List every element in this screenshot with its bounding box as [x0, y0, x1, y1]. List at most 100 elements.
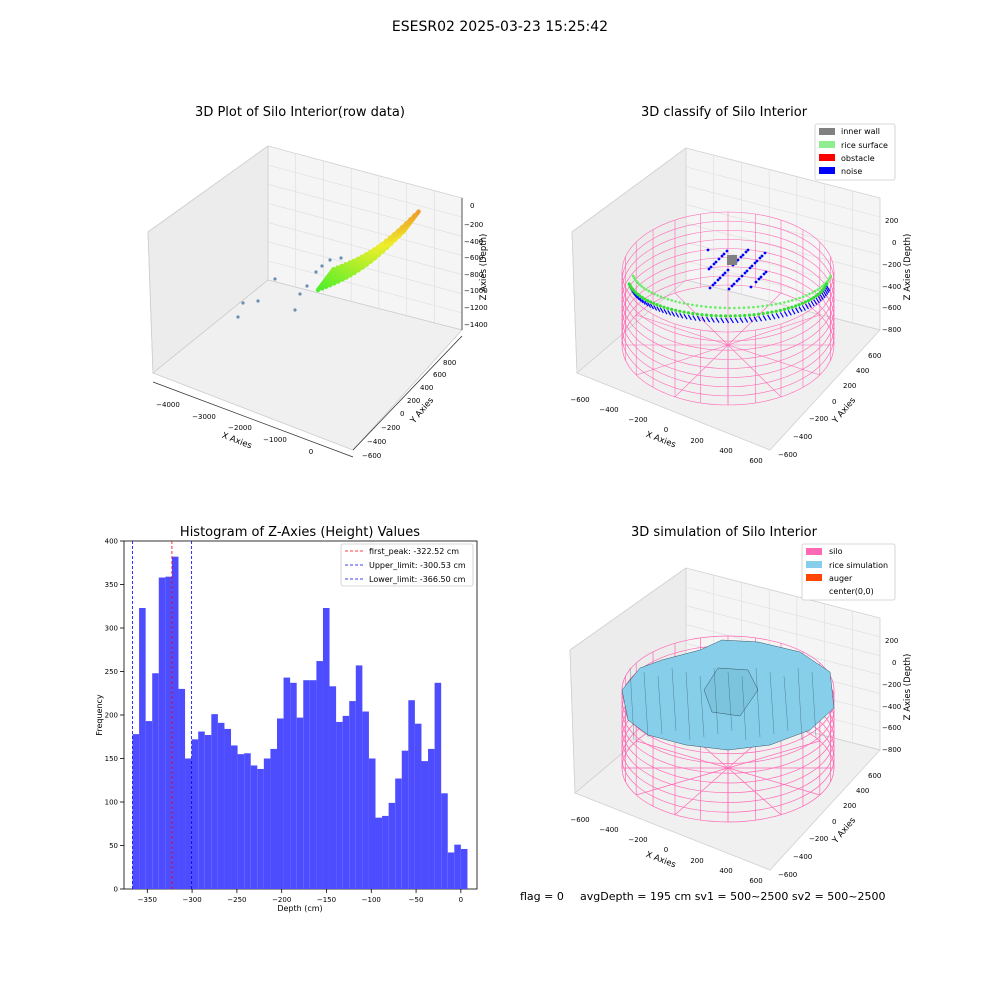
histogram-bar	[185, 758, 192, 889]
raw-surface-point	[351, 258, 357, 263]
rice-surface-point	[647, 289, 651, 293]
raw-x-tick-label: −4000	[156, 401, 180, 409]
noise-point	[760, 254, 764, 258]
rice-surface-point	[638, 294, 642, 298]
histogram-x-tick-label: −200	[272, 896, 291, 904]
noise-point	[633, 292, 638, 299]
histogram-x-axis: −350 −300 −250 −200 −150 −100 −50 0	[138, 889, 463, 904]
grid-line	[267, 183, 463, 237]
rice-surface-point	[666, 297, 670, 301]
raw-surface-point	[331, 267, 336, 272]
classify-legend: inner wall rice surface obstacle noise	[814, 123, 896, 181]
raw-y-tick-label: 200	[407, 397, 420, 405]
raw-surface-point	[392, 231, 397, 237]
raw-x-axis-label: X Axies	[220, 431, 253, 452]
noise-point	[729, 317, 734, 324]
simulation-z-tick-label: −600	[882, 724, 901, 732]
noise-point	[708, 286, 712, 290]
legend-swatch-rice-simulation	[806, 561, 822, 568]
rice-surface-point	[813, 289, 817, 293]
rice-surface-point	[714, 314, 718, 318]
raw-y-tick-label: 0	[400, 410, 404, 418]
raw-z-tick-label: −400	[464, 238, 483, 246]
rice-surface-point	[705, 313, 709, 317]
rice-surface-point	[803, 300, 808, 304]
histogram-bar	[132, 734, 140, 889]
figure-suptitle: ESESR02 2025-03-23 15:25:42	[392, 19, 608, 35]
surface-mesh-line	[713, 667, 719, 735]
rice-surface-point	[691, 311, 695, 316]
histogram-bar	[460, 848, 468, 889]
rice-surface-point	[818, 286, 822, 290]
rice-surface-point	[695, 304, 699, 307]
rice-surface-point	[653, 292, 656, 296]
rice-surface-point	[825, 282, 829, 286]
histogram-bar	[408, 700, 415, 889]
raw-surface-point	[359, 254, 365, 259]
noise-point	[791, 308, 796, 315]
classify-x-axis-label: X Axies	[644, 430, 677, 451]
noise-point	[639, 297, 644, 304]
rice-surface-point	[695, 312, 699, 316]
noise-point	[801, 305, 806, 311]
histogram-bar	[329, 686, 337, 889]
noise-point	[734, 317, 739, 324]
rice-surface-point	[645, 298, 650, 303]
noise-point	[807, 302, 812, 308]
noise-point	[717, 257, 721, 261]
histogram-bar	[368, 758, 376, 889]
classify-y-tick-label: −600	[778, 451, 797, 459]
silo-floor-spoke	[674, 292, 729, 346]
raw-plot-x-axis: −4000 −3000 −2000 −1000 0 X Axies	[152, 381, 354, 458]
silo-floor-spoke	[727, 740, 820, 769]
surface-mesh-line	[685, 671, 691, 741]
raw-data-point	[241, 301, 245, 305]
panel-classify: 3D classify of Silo Interior −600 −400 −…	[570, 105, 913, 465]
legend-swatch-silo	[806, 548, 822, 555]
histogram-bar	[171, 556, 179, 889]
histogram-bar	[447, 852, 455, 889]
noise-point	[758, 315, 763, 322]
classify-z-tick-label: 0	[892, 239, 896, 247]
raw-y-tick-label: −400	[367, 438, 386, 446]
histogram-y-axis: 0 50 100 150 200 250 300 350 400	[105, 538, 124, 894]
surface-mesh-line	[657, 675, 663, 735]
histogram-bar	[395, 778, 402, 889]
raw-surface-point	[408, 217, 413, 222]
rice-surface-point	[642, 286, 646, 290]
histogram-bar	[290, 682, 297, 889]
inner-wall-cluster	[727, 255, 737, 265]
grid-line	[267, 203, 463, 256]
simulation-rice-surface	[621, 639, 835, 751]
noise-point	[750, 264, 754, 268]
surface-mesh-line	[769, 671, 775, 735]
legend-label-rice-simulation: rice simulation	[829, 561, 888, 570]
simulation-y-tick-label: 0	[832, 818, 836, 826]
rice-surface-point	[670, 299, 674, 302]
noise-point	[744, 317, 749, 323]
simulation-y-tick-label: 600	[868, 772, 881, 780]
raw-data-point	[298, 292, 302, 296]
rice-surface-point	[766, 311, 770, 315]
legend-label-first-peak: first_peak: -322.52 cm	[369, 547, 459, 556]
rice-surface-point	[794, 297, 798, 301]
classify-z-tick-label: 200	[885, 217, 898, 225]
rice-surface-point	[774, 302, 778, 306]
noise-point	[754, 280, 758, 284]
noise-point	[683, 313, 688, 320]
noise-point	[744, 250, 748, 254]
histogram-bar	[401, 750, 409, 889]
classify-plot-title: 3D classify of Silo Interior	[641, 105, 808, 120]
histogram-bar	[244, 753, 251, 889]
raw-x-tick-label: 0	[309, 448, 313, 456]
rice-surface-point	[718, 306, 722, 310]
legend-label-lower-limit: Lower_limit: -366.50 cm	[369, 575, 466, 584]
simulation-plot-z-axis: 200 0 −200 −400 −600 −800 Z Axies (Depth…	[882, 637, 913, 754]
histogram-bar	[178, 688, 186, 889]
noise-point	[755, 259, 759, 263]
histogram-title: Histogram of Z-Axies (Height) Values	[180, 525, 420, 540]
noise-point	[825, 287, 830, 294]
rice-surface-point	[829, 274, 833, 278]
surface-mesh-line	[727, 671, 733, 732]
